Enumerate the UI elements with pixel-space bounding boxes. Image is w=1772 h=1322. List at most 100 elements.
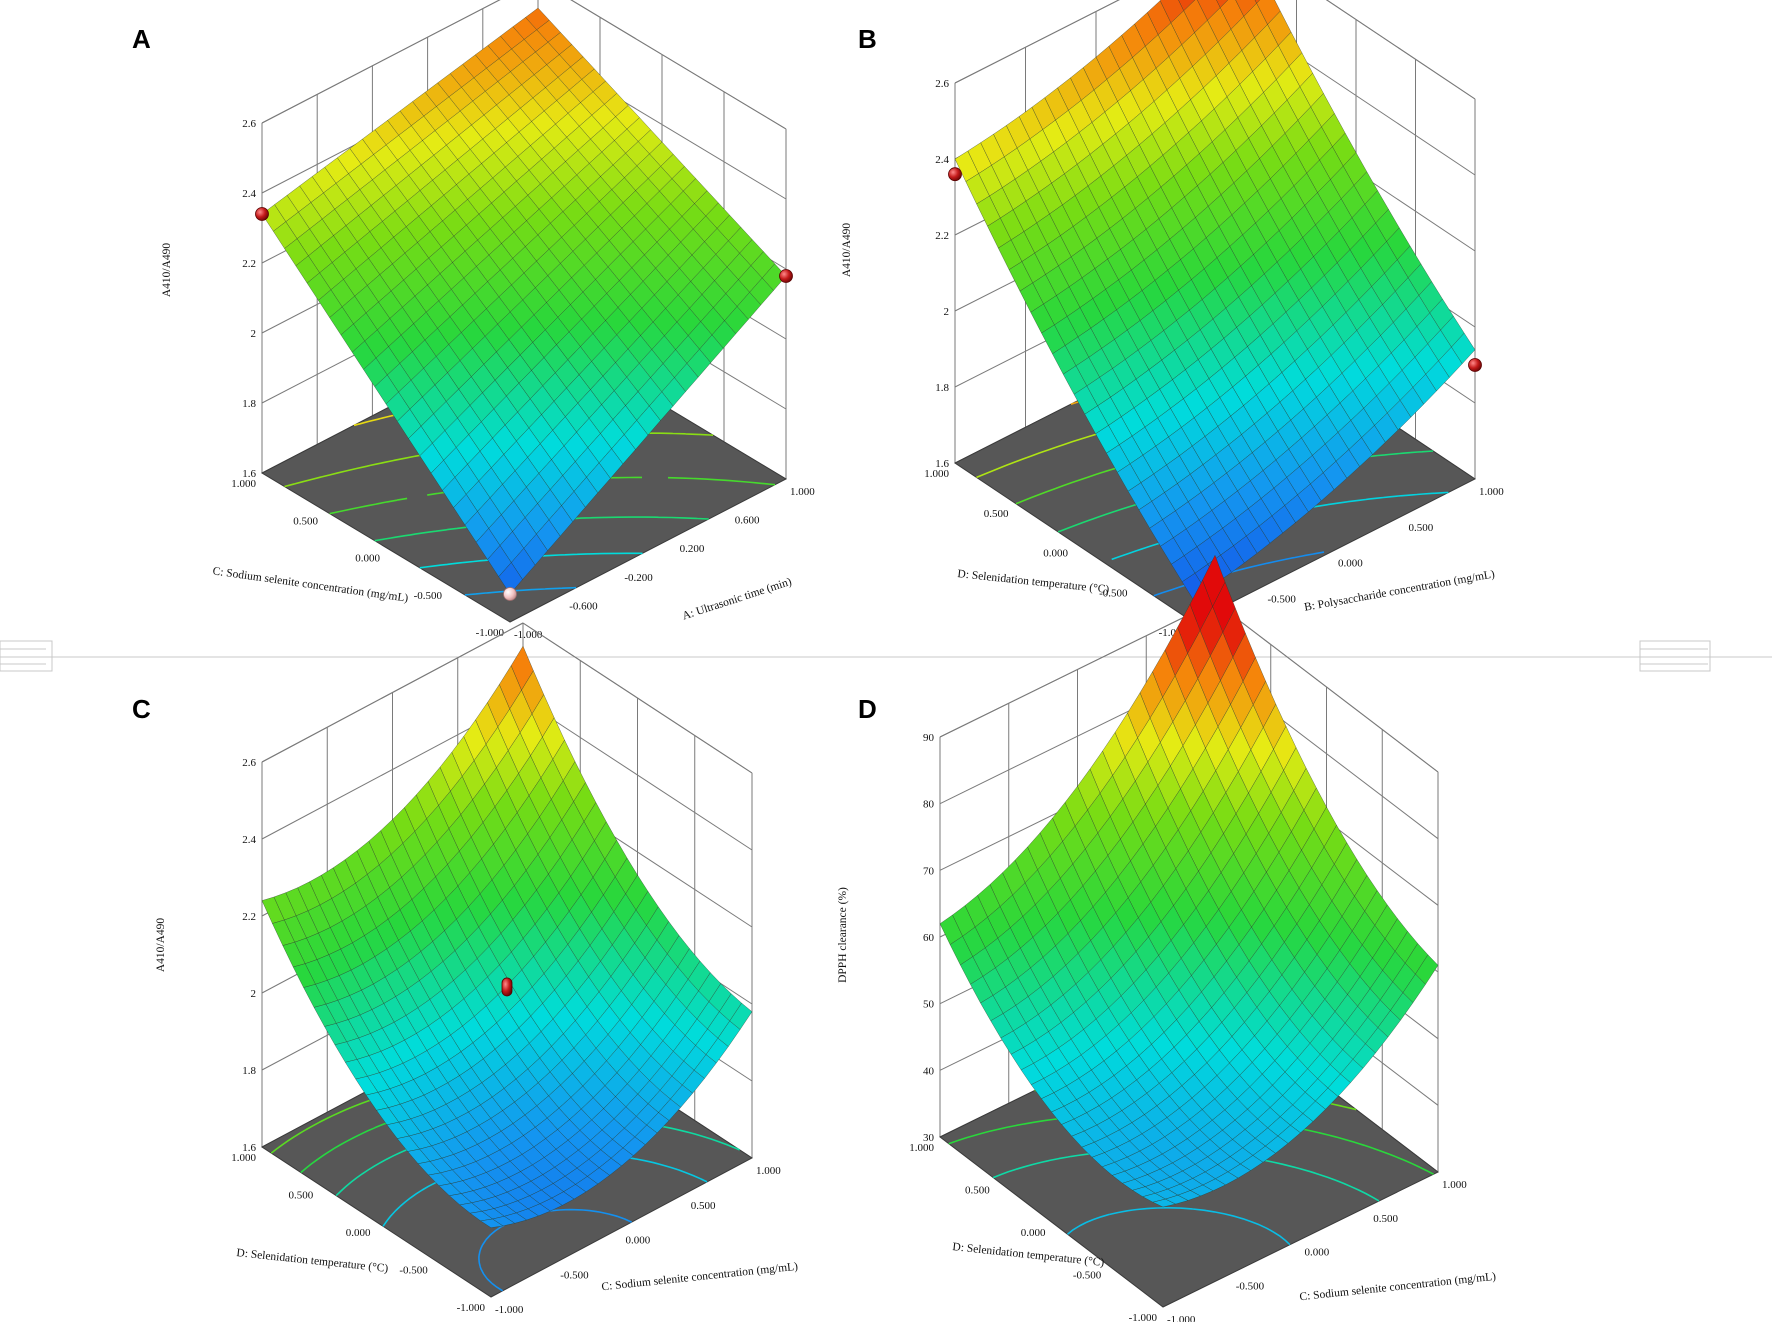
x-tick-label: 0.600 [735, 515, 760, 527]
z-tick-label: 2.4 [242, 188, 256, 200]
x-axis-label: C: Sodium selenite concentration (mg/mL) [1299, 1271, 1497, 1304]
x-tick-label: -0.600 [569, 600, 598, 612]
y-tick-label: 0.500 [965, 1185, 990, 1197]
x-tick-label: -1.000 [514, 629, 543, 641]
x-tick-label: 0.500 [691, 1200, 716, 1212]
y-tick-label: -0.500 [414, 590, 443, 602]
z-tick-label: 1.8 [242, 1065, 256, 1077]
z-tick-label: 2.6 [242, 118, 256, 130]
x-tick-label: 1.000 [756, 1165, 781, 1177]
panel-c: C 1.6 1.8 2 2.2 2.4 2.6 -1.000 -0.500 0.000 0.500 1… [132, 622, 799, 1316]
y-tick-label: -0.500 [399, 1265, 428, 1277]
x-tick-label: -1.000 [1167, 1314, 1196, 1322]
y-axis-label: C: Sodium selenite concentration (mg/mL) [212, 565, 409, 604]
x-tick-label: -0.500 [560, 1269, 589, 1281]
design-point [255, 207, 269, 221]
surface-cell [1254, 0, 1261, 4]
y-tick-label: 0.500 [984, 508, 1009, 520]
x-axis-label: C: Sodium selenite concentration (mg/mL) [601, 1261, 799, 1294]
panel-b: B1.61.822.22.42.6-1.000-0.5000.0000.5001… [841, 0, 1504, 648]
panel-letter: D [858, 694, 877, 724]
z-tick-label: 1.6 [242, 1142, 256, 1154]
y-tick-label: 1.000 [909, 1142, 934, 1154]
x-axis-label: B: Polysaccharide concentration (mg/mL) [1303, 568, 1496, 613]
y-tick-label: 1.000 [231, 1152, 256, 1164]
x-tick-label: 0.200 [680, 543, 705, 555]
y-tick-label: -1.000 [457, 1302, 486, 1314]
response-surface [261, 645, 753, 1228]
z-tick-label: 30 [923, 1132, 935, 1144]
z-tick-label: 1.8 [935, 382, 949, 394]
y-tick-label: -1.000 [476, 627, 505, 639]
y-tick-label: -0.500 [1099, 587, 1128, 599]
y-tick-label: 0.500 [289, 1190, 314, 1202]
z-axis-label: A410/A490 [161, 243, 173, 298]
y-tick-label: 0.000 [1043, 548, 1068, 560]
z-axis-label: A410/A490 [155, 918, 167, 973]
x-tick-label: -0.500 [1268, 593, 1297, 605]
design-point [779, 269, 793, 283]
response-surface [939, 554, 1439, 1208]
z-tick-label: 2 [251, 988, 257, 1000]
y-tick-label: 0.000 [1021, 1227, 1046, 1239]
z-tick-label: 60 [923, 932, 935, 944]
design-point [1468, 358, 1482, 372]
x-tick-label: 1.000 [1442, 1179, 1467, 1191]
y-tick-label: 0.000 [355, 553, 380, 565]
z-tick-label: 1.8 [242, 398, 256, 410]
x-tick-label: 0.000 [1338, 558, 1363, 570]
y-tick-label: -1.000 [1129, 1312, 1158, 1322]
z-tick-label: 80 [923, 799, 935, 811]
z-axis-label: DPPH clearance (%) [837, 887, 849, 983]
panel-letter: B [858, 24, 877, 54]
x-tick-label: 0.000 [1305, 1247, 1330, 1259]
design-point [501, 977, 513, 997]
row-divider [0, 640, 1772, 672]
x-tick-label: 0.500 [1373, 1213, 1398, 1225]
design-point [948, 167, 962, 182]
panel-d: D 30 40 50 60 70 80 90 -1.000 -0.500 0.000 0.500 1.0… [837, 554, 1497, 1322]
y-tick-label: 1.000 [231, 478, 256, 490]
z-tick-label: 2.2 [242, 258, 256, 270]
z-tick-label: 2.6 [935, 78, 949, 90]
z-tick-label: 2.4 [242, 834, 256, 846]
y-tick-label: -0.500 [1073, 1270, 1102, 1282]
y-tick-label: 1.000 [924, 468, 949, 480]
z-tick-label: 2 [251, 328, 257, 340]
y-tick-label: 0.000 [346, 1227, 371, 1239]
z-tick-label: 90 [923, 732, 935, 744]
panel-letter: C [132, 694, 151, 724]
panel-a: A 1.6 1.8 2 2.2 2.4 2.6 -1.000 -0.600 -0.200 0.200… [132, 0, 815, 641]
z-tick-label: 2.4 [935, 154, 949, 166]
contour-line [1067, 1207, 1291, 1246]
z-tick-label: 70 [923, 865, 935, 877]
z-tick-label: 2.2 [935, 230, 949, 242]
x-tick-label: 0.500 [1409, 522, 1434, 534]
z-tick-label: 1.6 [242, 468, 256, 480]
z-tick-label: 40 [923, 1065, 935, 1077]
design-point [503, 587, 517, 601]
z-tick-label: 1.6 [935, 458, 949, 470]
surface-cell [498, 562, 523, 595]
x-tick-label: -1.000 [495, 1304, 524, 1316]
x-tick-label: 1.000 [790, 486, 815, 498]
z-tick-label: 50 [923, 999, 935, 1011]
x-tick-label: -0.200 [624, 572, 653, 584]
x-tick-label: -0.500 [1236, 1280, 1265, 1292]
surface-cell [1152, 1198, 1177, 1208]
z-tick-label: 2.2 [242, 911, 256, 923]
z-axis-label: A410/A490 [841, 223, 853, 278]
y-axis-label: D: Selenidation temperature (°C) [236, 1247, 389, 1275]
wall-gridline [261, 0, 501, 124]
response-surface [954, 0, 1476, 600]
x-tick-label: 1.000 [1479, 486, 1504, 498]
y-axis-label: D: Selenidation temperature (°C) [957, 568, 1110, 596]
z-tick-label: 2.6 [242, 757, 256, 769]
x-axis-label: A: Ultrasonic time (min) [681, 576, 793, 623]
response-surface [261, 7, 787, 595]
surface-cell [479, 1218, 504, 1228]
z-tick-label: 2 [944, 306, 950, 318]
panel-letter: A [132, 24, 151, 54]
x-tick-label: 0.000 [626, 1235, 651, 1247]
